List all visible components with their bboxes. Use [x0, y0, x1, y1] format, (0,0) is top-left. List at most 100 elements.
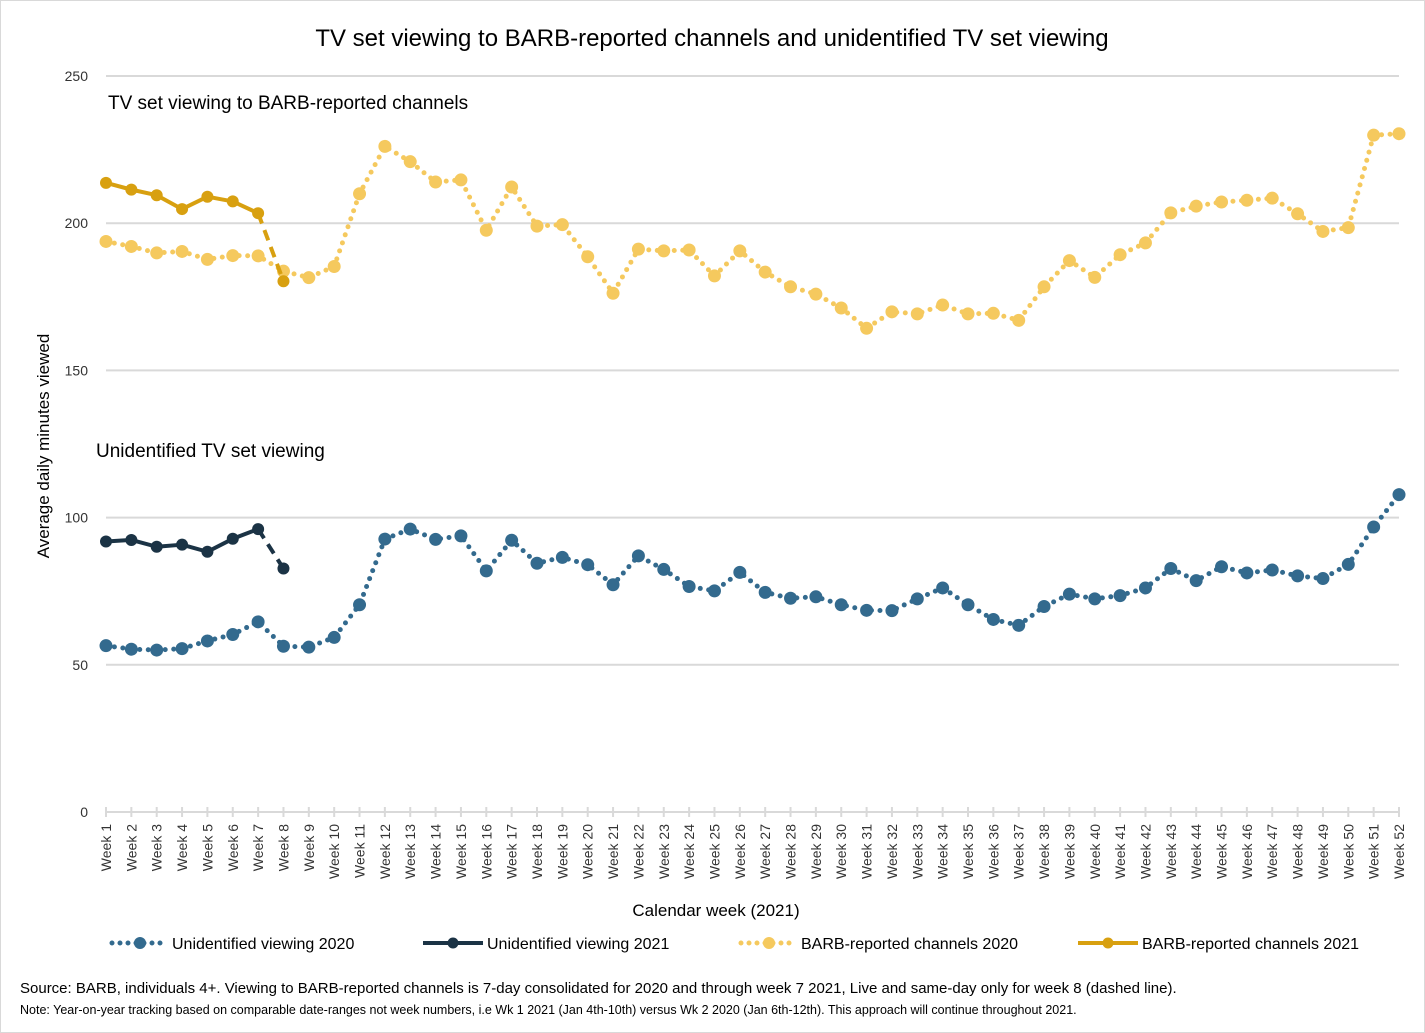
x-tick-label: Week 14: [428, 824, 444, 879]
data-point: [809, 287, 823, 301]
x-tick-label: Week 42: [1137, 824, 1153, 879]
x-tick-label: Week 11: [352, 824, 368, 878]
data-point: [1189, 574, 1203, 588]
data-point: [150, 540, 163, 553]
data-point: [505, 180, 519, 194]
x-tick-label: Week 3: [149, 824, 165, 871]
gridlines: [106, 75, 1399, 666]
series-line: [103, 492, 1402, 653]
x-tick-label: Week 18: [529, 824, 545, 879]
x-tick-label: Week 52: [1391, 824, 1407, 879]
data-point: [809, 590, 823, 604]
x-tick-label: Week 23: [656, 824, 672, 879]
data-point: [175, 642, 189, 656]
data-point: [1164, 562, 1178, 576]
data-point: [1341, 557, 1355, 571]
data-point: [1392, 488, 1406, 502]
data-point: [1215, 195, 1229, 209]
y-tick-label: 0: [80, 804, 88, 820]
data-point: [555, 218, 569, 232]
data-point: [581, 558, 595, 572]
data-point: [150, 189, 163, 202]
data-point: [606, 286, 620, 300]
data-point: [1240, 566, 1254, 580]
x-tick-label: Week 49: [1315, 824, 1331, 879]
data-point: [682, 243, 696, 257]
data-point: [200, 634, 214, 648]
x-tick-label: Week 29: [808, 824, 824, 879]
data-point: [1392, 127, 1406, 141]
data-point: [100, 535, 112, 548]
series-line: [103, 131, 1402, 332]
legend-item: Unidentified viewing 2021: [423, 936, 669, 953]
data-point: [252, 207, 265, 220]
data-point: [682, 579, 696, 593]
legend-item: BARB-reported channels 2020: [738, 936, 1018, 953]
data-point: [1367, 520, 1381, 534]
legend-marker: [447, 937, 459, 949]
x-tick-label: Week 30: [833, 824, 849, 879]
data-point: [1265, 563, 1279, 577]
series-line-dashed: [256, 212, 286, 282]
source-note: Source: BARB, individuals 4+. Viewing to…: [20, 980, 1177, 997]
data-point: [784, 280, 798, 294]
x-tick-label: Week 40: [1087, 824, 1103, 879]
data-point: [1341, 221, 1355, 235]
data-point: [353, 187, 367, 201]
data-point: [100, 176, 112, 189]
data-point: [936, 581, 950, 595]
data-point: [175, 244, 189, 258]
data-point: [834, 598, 848, 612]
data-point: [758, 265, 772, 279]
x-tick-label: Week 7: [250, 824, 266, 871]
data-point: [99, 639, 113, 653]
data-point: [1062, 254, 1076, 268]
y-tick-label: 200: [65, 215, 89, 231]
x-tick-label: Week 45: [1214, 824, 1230, 879]
data-point: [479, 564, 493, 578]
data-point: [986, 612, 1000, 626]
data-point: [201, 190, 214, 203]
series-line-dashed: [256, 528, 286, 570]
data-point: [631, 549, 645, 563]
data-point: [226, 195, 239, 208]
x-tick-label: Week 27: [757, 824, 773, 879]
data-point: [429, 532, 443, 546]
data-point: [454, 173, 468, 187]
data-point: [733, 565, 747, 579]
data-point: [226, 532, 239, 545]
data-point: [758, 585, 772, 599]
x-axis: Week 1 Week 2 Week 3 Week 4 Week 5 Week 6 Week…: [98, 807, 1407, 879]
legend-marker: [1102, 937, 1114, 949]
data-point: [860, 603, 874, 617]
data-point: [125, 183, 138, 196]
data-point: [860, 321, 874, 335]
data-point: [353, 598, 367, 612]
data-point: [99, 234, 113, 248]
data-point: [707, 584, 721, 598]
chart-title: TV set viewing to BARB-reported channels…: [315, 25, 1108, 52]
x-tick-label: Week 10: [326, 824, 342, 879]
data-point: [1265, 191, 1279, 205]
data-point: [885, 305, 899, 319]
data-point: [631, 242, 645, 256]
x-tick-label: Week 37: [1011, 824, 1027, 879]
data-point: [961, 307, 975, 321]
y-tick-label: 100: [65, 510, 89, 526]
data-point: [277, 562, 290, 575]
legend-label: Unidentified viewing 2021: [487, 936, 669, 953]
annotation-barb-channels: TV set viewing to BARB-reported channels: [108, 93, 468, 114]
data-point: [1088, 270, 1102, 284]
data-point: [201, 545, 214, 558]
data-point: [834, 301, 848, 315]
data-point: [302, 640, 316, 654]
data-point: [657, 244, 671, 258]
x-tick-label: Week 33: [909, 824, 925, 879]
data-point: [378, 532, 392, 546]
data-point: [910, 307, 924, 321]
legend-label: BARB-reported channels 2021: [1142, 936, 1359, 953]
x-tick-label: Week 36: [985, 824, 1001, 879]
legend: Unidentified viewing 2020 Unidentified vi…: [109, 936, 1359, 953]
data-point: [252, 523, 265, 536]
x-tick-label: Week 44: [1188, 824, 1204, 879]
